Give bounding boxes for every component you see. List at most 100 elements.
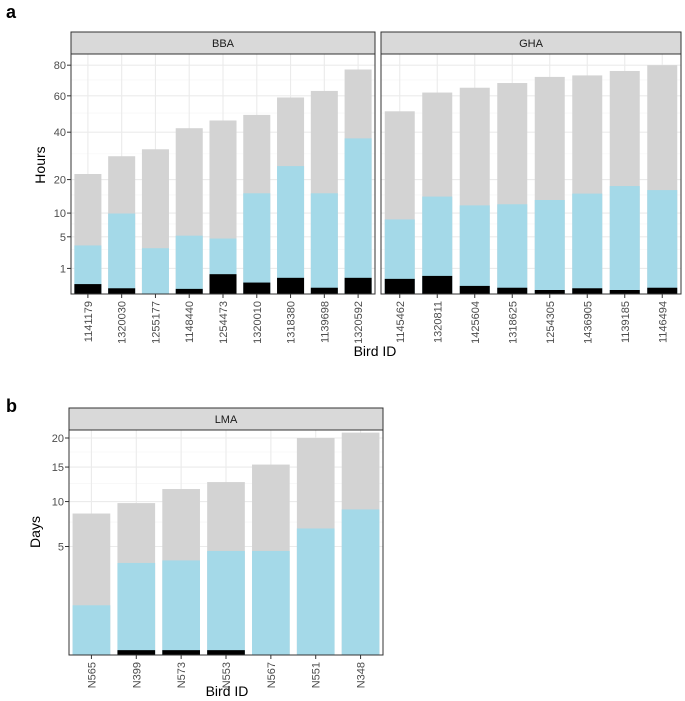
y-tick-label: 5 (58, 541, 64, 553)
bar-minimum (162, 650, 200, 655)
x-tick-label: N348 (356, 662, 368, 688)
x-tick-label: 1146494 (657, 301, 669, 343)
bar-group-1436905 (572, 75, 603, 294)
bar-inner (647, 190, 678, 294)
bar-group-1141179 (74, 174, 102, 294)
x-axis-title: Bird ID (206, 683, 249, 699)
facet-strip-label: BBA (212, 38, 235, 50)
bar-group-1425604 (459, 87, 490, 295)
bar-minimum (572, 288, 603, 294)
bar-inner (207, 550, 245, 655)
y-tick-label: 60 (54, 91, 66, 103)
facet-bba: BBA 1141179 1320030 1255177 1148440 1254473 13… (54, 31, 376, 344)
y-tick-label: 40 (54, 127, 66, 139)
x-tick-label: N399 (131, 662, 143, 688)
bar-group-N567 (252, 464, 290, 655)
x-tick-label: N551 (311, 662, 323, 688)
panel-tag-b: b (6, 396, 17, 416)
bar-group-1146494 (647, 65, 678, 294)
bar-minimum (609, 290, 640, 294)
x-tick-label: 1318380 (286, 301, 298, 344)
panel-tag-a: a (6, 2, 17, 22)
bar-minimum (74, 284, 102, 294)
bar-group-N551 (296, 437, 335, 655)
x-tick-label: 1425604 (470, 301, 482, 344)
bar-inner (497, 204, 528, 294)
y-tick-label: 1 (60, 263, 66, 275)
bar-minimum (175, 288, 203, 294)
x-tick-label: 1320592 (353, 301, 365, 344)
bar-group-N565 (72, 513, 111, 655)
y-tick-label: 10 (54, 208, 66, 220)
bar-inner (344, 138, 372, 294)
facet-gha: GHA 1145462 1320811 1425604 1318625 1254305 14… (380, 31, 682, 344)
x-tick-label: N573 (176, 662, 188, 688)
bar-minimum (108, 288, 136, 294)
bar-group-1139185 (609, 70, 640, 295)
y-axis-title: Days (27, 516, 43, 548)
bar-inner (277, 166, 305, 294)
bar-inner (609, 186, 640, 294)
x-tick-label: 1320030 (117, 301, 129, 344)
bar-inner (572, 193, 603, 294)
bar-inner (459, 205, 490, 294)
y-tick-label: 80 (54, 60, 66, 72)
bar-inner (310, 193, 338, 294)
bar-group-1145462 (384, 111, 415, 294)
facet-strip-label: GHA (519, 38, 544, 50)
x-tick-label: 1254305 (545, 301, 557, 344)
bar-group-1320592 (344, 69, 372, 295)
x-axis-title: Bird ID (354, 343, 397, 359)
bar-inner (341, 509, 380, 655)
bar-minimum (647, 287, 678, 294)
bar-minimum (277, 277, 305, 294)
bar-minimum (459, 285, 490, 294)
x-tick-label: 1320811 (432, 301, 444, 343)
bar-minimum (534, 290, 565, 294)
bar-group-1320811 (422, 92, 453, 294)
bar-inner (108, 213, 136, 294)
bar-minimum (384, 278, 415, 294)
x-tick-label: 1139185 (620, 301, 632, 343)
y-tick-label: 10 (52, 497, 64, 509)
y-tick-label: 15 (52, 462, 64, 474)
bar-group-1139698 (310, 90, 338, 294)
bar-inner (141, 248, 169, 294)
x-tick-label: 1141179 (83, 301, 95, 342)
chart-b: b Days Bird ID LMA N565 N399 N573 N553 N567 N551 N… (6, 396, 384, 699)
bar-minimum (310, 287, 338, 294)
bar-inner (296, 528, 335, 655)
x-tick-label: 1436905 (582, 301, 594, 344)
bar-inner (117, 562, 156, 655)
bar-group-1255177 (141, 149, 169, 294)
bar-minimum (209, 274, 237, 294)
bar-inner (252, 550, 290, 655)
x-tick-label: 1255177 (150, 301, 162, 344)
bar-minimum (497, 287, 528, 294)
bar-group-1320030 (108, 156, 136, 294)
bar-inner (175, 235, 203, 294)
bar-minimum (117, 650, 156, 655)
bar-group-1320010 (243, 114, 271, 294)
x-tick-label: 1145462 (395, 301, 407, 343)
bar-group-1148440 (175, 128, 203, 294)
bar-group-N573 (162, 489, 200, 655)
x-tick-label: 1254473 (218, 301, 230, 344)
bar-group-N399 (117, 503, 156, 655)
y-tick-label: 20 (52, 433, 64, 445)
x-tick-label: N565 (86, 662, 98, 688)
bar-group-1254305 (534, 76, 565, 294)
facet-strip-label: LMA (215, 414, 238, 426)
bar-inner (72, 605, 111, 655)
bar-group-1318625 (497, 83, 528, 294)
x-tick-label: N553 (221, 662, 233, 688)
panel-border (380, 53, 682, 295)
bar-inner (162, 560, 200, 655)
bar-group-N553 (207, 482, 245, 655)
y-tick-label: 20 (54, 175, 66, 187)
bar-minimum (344, 277, 372, 294)
facet-lma: LMA N565 N399 N573 N553 N567 N551 N348 5 10 15 20 (52, 407, 384, 688)
bar-minimum (243, 282, 271, 294)
